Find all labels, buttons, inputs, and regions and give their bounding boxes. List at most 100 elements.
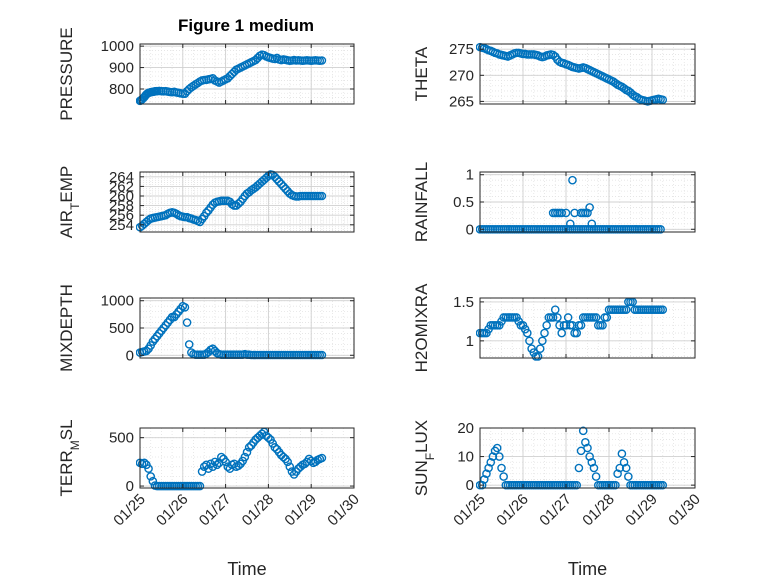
data-point: [142, 346, 151, 356]
data-point: [195, 481, 205, 491]
subplot-sun-flux: 0 10 20 01/25 01/26 01/27 01/28 01/29 01/30 Time S…: [412, 420, 704, 579]
data-point: [611, 78, 620, 88]
data-point: [572, 480, 582, 490]
data-point: [223, 73, 233, 83]
data-point: [264, 433, 273, 442]
data-point: [499, 472, 508, 481]
data-point: [257, 429, 267, 439]
x-tick-label: 01/30: [665, 491, 704, 530]
data-point: [628, 90, 637, 99]
y-tick-label: 500: [109, 320, 134, 337]
data-point: [540, 328, 549, 338]
data-point: [658, 480, 668, 490]
data-point: [613, 469, 622, 479]
data-point: [217, 452, 226, 462]
subplot-mixdepth: 0 500 1000 MIXDEPTH: [57, 284, 355, 372]
data-point: [204, 464, 213, 473]
subplot-rainfall: 0 0.5 1 RAINFALL: [412, 162, 696, 242]
data-point: [611, 480, 620, 490]
y-tick-label: 0: [126, 347, 134, 364]
y-tick-label: 20: [457, 420, 474, 437]
data-point: [227, 199, 237, 209]
data-point: [548, 50, 558, 60]
subplot-terr-msl: 0 500 01/25 01/26 01/27 01/28 01/29 01/30 Time TE…: [57, 419, 363, 579]
subplot-theta: 265 270 275 THETA: [412, 41, 696, 110]
y-tick-label: 900: [109, 60, 134, 77]
data-point: [621, 305, 631, 314]
data-point: [251, 55, 260, 65]
data-point: [656, 224, 665, 234]
data-point: [139, 458, 149, 468]
data-point: [180, 89, 190, 99]
data-point: [561, 320, 571, 330]
y-axis-label: PRESSURE: [57, 27, 76, 121]
data-point: [234, 461, 243, 471]
axes-box: [139, 171, 355, 233]
data-point: [525, 336, 534, 346]
data-point: [591, 472, 601, 481]
data-point: [572, 328, 582, 338]
data-point: [495, 452, 504, 461]
data-point: [621, 463, 631, 473]
data-point: [270, 443, 280, 452]
data-point: [561, 208, 571, 218]
data-point: [317, 350, 327, 360]
y-tick-label: 1000: [101, 293, 134, 310]
data-point: [658, 95, 668, 105]
y-tick-label: 1: [466, 333, 474, 350]
data-point: [484, 463, 493, 473]
data-point: [285, 462, 295, 472]
x-tick-label: 01/26: [493, 491, 532, 530]
y-axis-label: RAINFALL: [412, 162, 431, 242]
data-point: [533, 352, 543, 361]
y-tick-label: 260: [109, 188, 134, 205]
data-point: [272, 174, 282, 184]
data-point: [587, 457, 597, 467]
data-point: [555, 320, 564, 330]
axes-box: [479, 427, 696, 489]
x-tick-label: 01/28: [579, 491, 618, 530]
y-axis-label: THETA: [412, 46, 431, 101]
y-tick-label: 500: [109, 430, 134, 447]
data-point: [548, 313, 558, 322]
data-point: [492, 443, 502, 453]
data-point: [591, 313, 601, 322]
data-point: [227, 69, 237, 79]
x-tick-label: 01/27: [196, 491, 235, 530]
data-point: [624, 472, 633, 481]
data-point: [317, 453, 327, 463]
x-tick-label: 01/28: [239, 491, 278, 530]
data-point: [581, 437, 590, 447]
data-point: [234, 199, 243, 208]
data-point: [268, 170, 277, 180]
data-point: [184, 340, 194, 349]
data-point: [146, 472, 155, 481]
data-point: [557, 328, 567, 338]
data-point: [486, 457, 496, 467]
y-axis-label: AIRTEMP: [57, 166, 82, 239]
data-series: [136, 427, 327, 491]
data-point: [550, 305, 560, 314]
data-series: [476, 297, 668, 361]
data-point: [576, 320, 586, 330]
y-tick-label: 265: [449, 93, 474, 110]
data-point: [598, 320, 607, 330]
data-point: [279, 452, 288, 462]
data-point: [208, 462, 218, 472]
data-point: [182, 318, 192, 327]
x-tick-label: 01/27: [536, 491, 575, 530]
data-point: [208, 344, 218, 354]
y-tick-label: 1.5: [453, 294, 474, 311]
y-tick-label: 264: [109, 169, 134, 186]
data-point: [477, 480, 487, 490]
x-tick-label: 01/26: [153, 491, 192, 530]
y-tick-label: 270: [449, 67, 474, 84]
y-tick-label: 0: [466, 477, 474, 494]
data-point: [542, 320, 551, 330]
data-point: [583, 208, 592, 218]
axes-box: [479, 297, 696, 359]
data-point: [615, 463, 625, 473]
y-axis-label: SUNFLUX: [412, 420, 437, 496]
